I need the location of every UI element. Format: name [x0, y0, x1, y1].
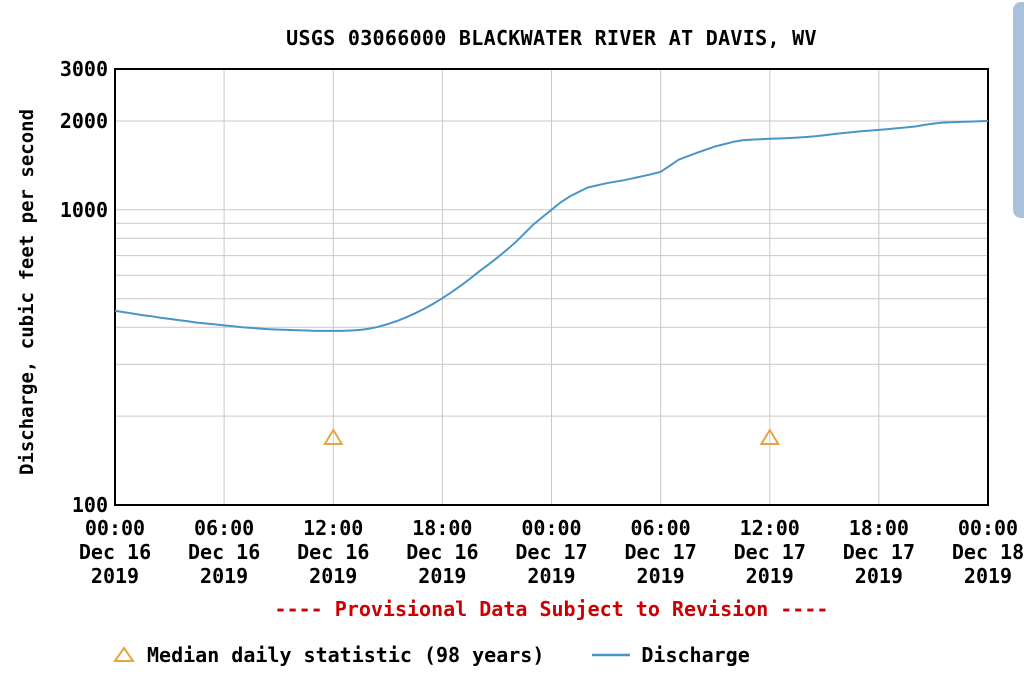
x-tick-label: 12:00 Dec 17 2019: [733, 516, 806, 588]
chart-title: USGS 03066000 BLACKWATER RIVER AT DAVIS,…: [286, 26, 817, 50]
y-tick-label: 100: [71, 493, 108, 517]
x-tick-label: 06:00 Dec 17 2019: [624, 516, 697, 588]
legend-label-discharge: Discharge: [641, 643, 750, 667]
scrollbar-thumb[interactable]: [1013, 2, 1024, 218]
x-tick-label: 18:00 Dec 17 2019: [842, 516, 915, 588]
x-tick-label: 06:00 Dec 16 2019: [188, 516, 261, 588]
provisional-note: ---- Provisional Data Subject to Revisio…: [274, 597, 829, 621]
y-tick-label: 1000: [59, 197, 108, 222]
x-tick-label: 12:00 Dec 16 2019: [297, 516, 370, 588]
x-tick-label: 18:00 Dec 16 2019: [406, 516, 479, 588]
x-tick-label: 00:00 Dec 18 2019: [951, 516, 1024, 588]
discharge-curve: [114, 120, 989, 332]
median-statistic-marker: [323, 428, 344, 445]
x-tick-label: 00:00 Dec 16 2019: [78, 516, 152, 588]
legend: Median daily statistic (98 years) Discha…: [112, 641, 750, 669]
discharge-line-icon: [592, 653, 631, 657]
legend-label-median: Median daily statistic (98 years): [147, 643, 545, 667]
x-tick-label: 00:00 Dec 17 2019: [515, 516, 588, 588]
plot-border: [114, 68, 989, 506]
y-tick-label: 2000: [59, 108, 108, 133]
median-statistic-marker: [759, 428, 781, 445]
y-tick-label: 3000: [59, 57, 108, 81]
median-triangle-icon: [113, 646, 135, 662]
